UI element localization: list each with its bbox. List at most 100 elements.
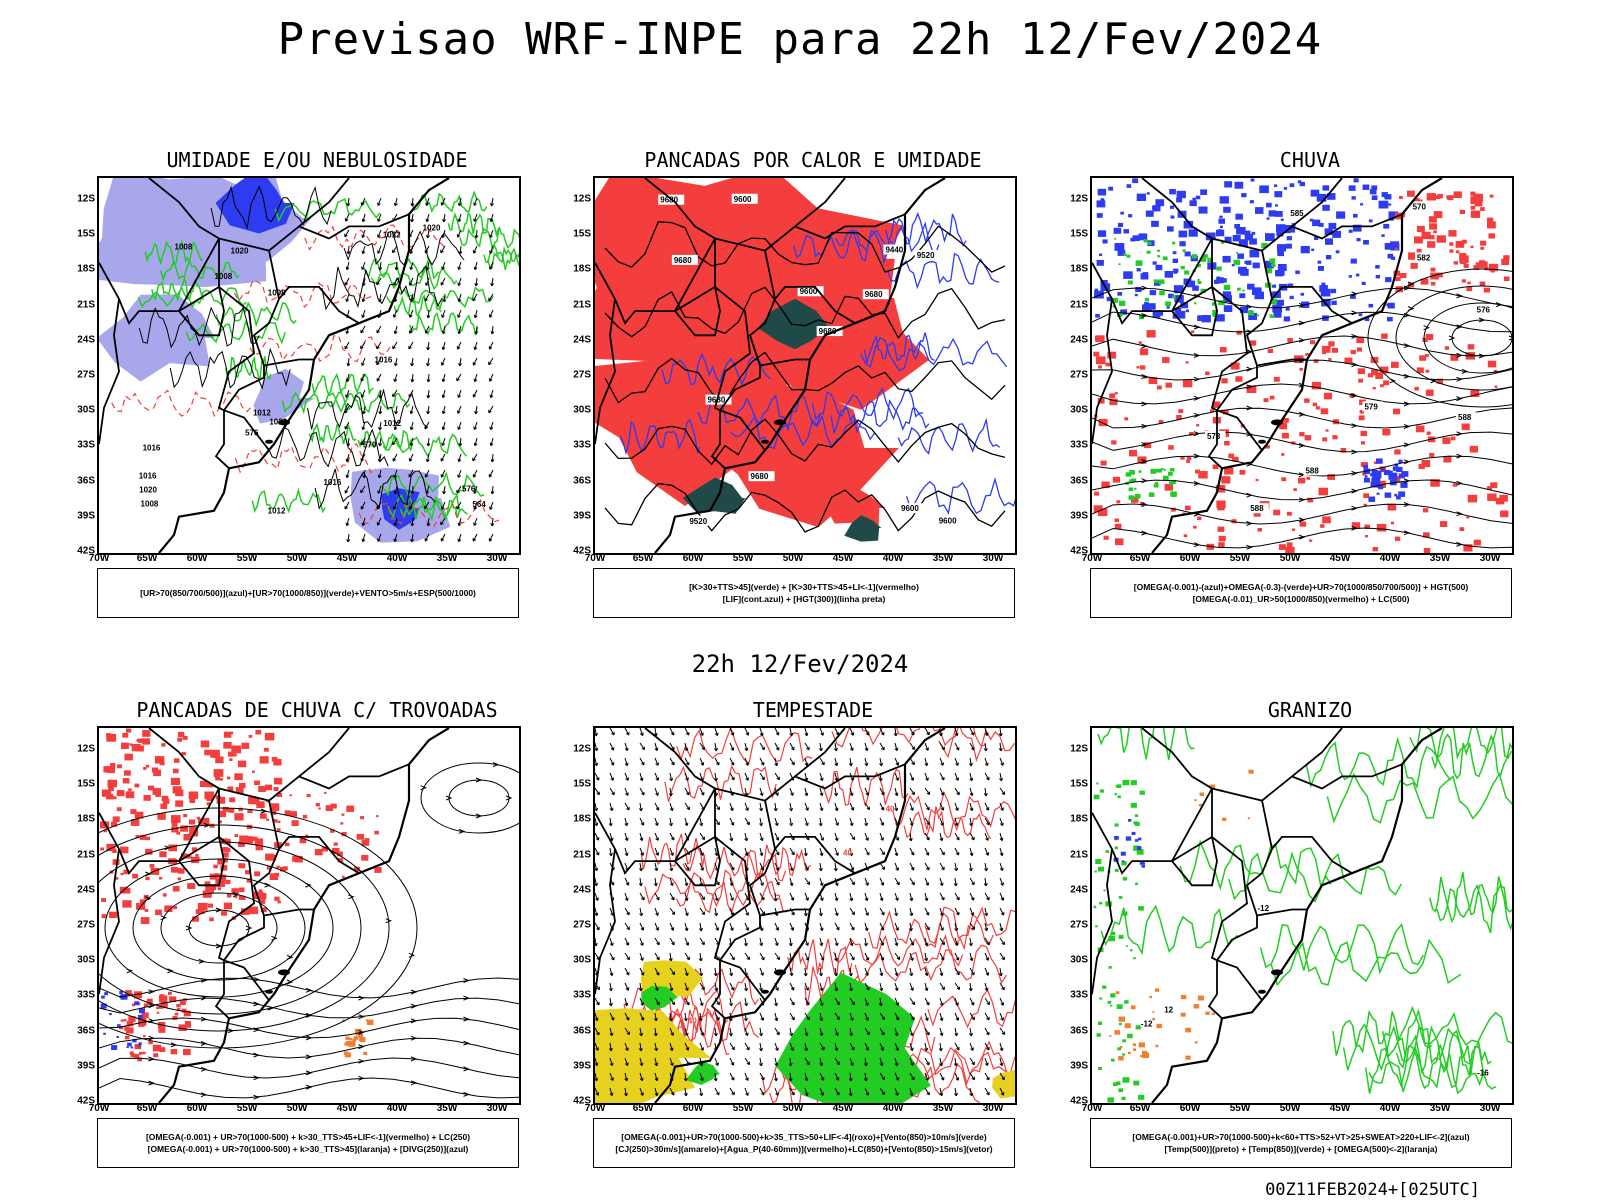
wind-vector-850 (671, 941, 675, 946)
wind-vector-850 (851, 956, 855, 961)
wind-vector-850 (834, 792, 839, 797)
panel-title: UMIDADE E/OU NEBULOSIDADE (166, 148, 468, 172)
wind-vector (475, 229, 478, 239)
streamline-arrow (1351, 291, 1358, 297)
temp850-contour (1096, 782, 1099, 785)
omega500-orange-area (1118, 1016, 1125, 1022)
wind-vector-850 (804, 762, 809, 767)
wind-vector-850 (699, 927, 703, 932)
omega-red-area (1139, 365, 1146, 370)
omega-blue-area (1277, 250, 1284, 257)
omega-blue-area (1394, 493, 1398, 497)
streamline-arrow (1141, 459, 1148, 464)
temp850-contour (1114, 846, 1118, 850)
omega-blue-area (1197, 315, 1205, 322)
instability-teal-area (682, 477, 746, 514)
wind-vector-850 (984, 1057, 989, 1066)
longitude-tick-label: 35W (436, 1103, 458, 1114)
wind-vector-850 (970, 1047, 974, 1051)
wind-vector (440, 458, 445, 462)
omega-blue-area (1237, 253, 1244, 259)
omega-green-area (1134, 493, 1141, 499)
storm-red-area (188, 819, 196, 825)
omega-red-area (1221, 378, 1228, 384)
omega-green-area (1168, 472, 1173, 476)
wind-vector-850 (624, 1027, 630, 1035)
omega-green-area (1184, 270, 1190, 275)
wind-vector (393, 202, 398, 207)
instability-area (825, 486, 886, 527)
storm-orange-area (344, 1042, 349, 1046)
omega-red-area (1479, 261, 1488, 268)
omega-red-area (1394, 247, 1398, 250)
political-border (252, 848, 314, 917)
wind-vector (408, 314, 413, 318)
storm-red-area (206, 796, 213, 801)
wind-vector (457, 309, 462, 318)
wind-vector-850 (909, 1072, 915, 1081)
wind-vector-850 (849, 852, 854, 857)
wind-vector-850 (879, 1012, 885, 1020)
wind-vector (361, 314, 366, 318)
streamline-arrow (463, 1091, 470, 1097)
omega-red-area (1164, 483, 1174, 491)
wind-vector-850 (700, 732, 704, 736)
wind-vector-850 (998, 732, 1003, 737)
wind-vector (459, 245, 462, 255)
wind-vector-850 (761, 1091, 765, 1096)
wind-vector-850 (819, 907, 822, 916)
omega-red-area (1253, 511, 1261, 517)
wind-vector-850 (609, 1042, 612, 1051)
wind-vector-850 (655, 972, 660, 976)
wind-vector-850 (654, 1092, 659, 1097)
panel-umidade: UMIDADE E/OU NEBULOSIDADE 12S 15S 18S 21S 24S… (77, 148, 537, 648)
omega-blue-area (1151, 220, 1159, 227)
wind-vector-850 (864, 1072, 867, 1081)
wind-vector (410, 523, 415, 527)
omega-blue-area (1348, 229, 1353, 233)
divergence-blue-area (116, 1036, 119, 1038)
storm-red-area (265, 853, 274, 861)
temp850-contour (1099, 997, 1103, 1000)
political-border (710, 960, 726, 1019)
wind-vector (392, 345, 396, 350)
latitude-tick-label: 27S (1070, 369, 1088, 381)
wind-vector-850 (924, 847, 929, 856)
wind-vector-850 (941, 851, 945, 856)
omega-blue-area (1398, 491, 1406, 497)
wind-vector (440, 517, 446, 525)
lifted-index-contour (905, 476, 1015, 515)
omega-red-area (1363, 503, 1367, 507)
lake (761, 439, 769, 444)
storm-red-area (234, 895, 238, 899)
wind-vector-850 (775, 1047, 779, 1051)
omega500-orange-area (1194, 1041, 1198, 1044)
temp850-contour (1117, 1047, 1121, 1051)
wind-vector (424, 501, 430, 509)
omega-blue-area (1244, 260, 1249, 264)
storm-red-area (143, 1023, 147, 1026)
wind-vector-850 (789, 972, 794, 977)
contour-label: 9600 (734, 195, 752, 204)
wind-vector (456, 346, 461, 350)
wind-vector-850 (701, 941, 705, 946)
wind-vector-850 (699, 1077, 704, 1081)
omega-blue-area (1185, 309, 1189, 313)
wind-vector (361, 309, 366, 318)
wind-vector-850 (729, 1072, 735, 1081)
wind-vector-850 (836, 1091, 840, 1096)
wind-vector-850 (986, 1046, 990, 1051)
omega-red-area (1220, 347, 1227, 353)
contour-label: 1016 (139, 472, 157, 481)
wind-vector (347, 245, 350, 255)
panel-pancadas-trovoadas: PANCADAS DE CHUVA C/ TROVOADAS 12S 15S 18S 2… (77, 698, 537, 1198)
wind-vector-850 (968, 987, 973, 992)
wind-vector-850 (969, 1087, 973, 1096)
wind-vector-850 (595, 952, 600, 960)
political-border (218, 178, 350, 252)
hgt500-contour (1092, 311, 1512, 333)
wind-vector-850 (608, 1047, 613, 1052)
wind-vector (456, 234, 461, 238)
wind-vector-850 (775, 747, 780, 751)
contour-label: 9680 (819, 327, 837, 336)
